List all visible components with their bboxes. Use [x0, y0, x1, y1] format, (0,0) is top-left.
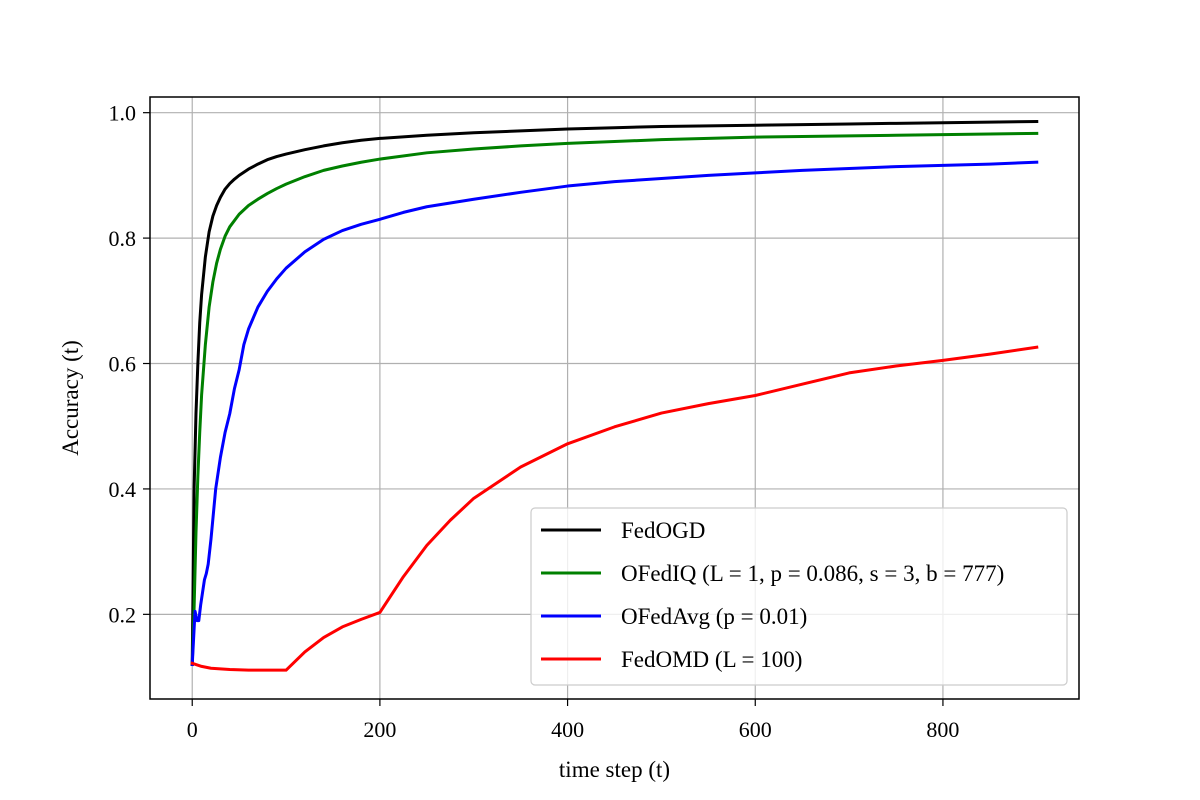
legend-label: OFedAvg (p = 0.01) [621, 604, 807, 629]
x-axis-title: time step (t) [559, 757, 670, 782]
y-tick-label: 0.4 [109, 477, 137, 502]
y-tick-label: 0.6 [109, 352, 137, 377]
series-lines [190, 119, 1039, 672]
y-tick-label: 0.2 [109, 602, 137, 627]
x-tick-label: 600 [739, 717, 772, 742]
series-line-3 [190, 345, 1039, 672]
x-tick-label: 200 [363, 717, 396, 742]
legend-label: OFedIQ (L = 1, p = 0.086, s = 3, b = 777… [621, 561, 1004, 586]
series-line-0 [190, 119, 1039, 667]
legend-label: FedOGD [621, 518, 705, 543]
legend-label: FedOMD (L = 100) [621, 647, 802, 672]
series-line-1 [190, 131, 1039, 667]
y-tick-label: 1.0 [109, 101, 137, 126]
x-tick-label: 0 [187, 717, 198, 742]
legend-box [530, 507, 1068, 686]
y-axis-title: Accuracy (t) [58, 340, 83, 456]
x-tick-label: 400 [551, 717, 584, 742]
series-line-2 [190, 160, 1039, 667]
y-tick-label: 0.8 [109, 226, 137, 251]
legend: FedOGD OFedIQ (L = 1, p = 0.086, s = 3, b… [530, 507, 1068, 686]
x-tick-label: 800 [926, 717, 959, 742]
plot-frame [149, 96, 1080, 700]
axis-ticks: 0 200 400 600 800 0.2 0.4 0.6 0.8 1.0 [109, 101, 960, 742]
